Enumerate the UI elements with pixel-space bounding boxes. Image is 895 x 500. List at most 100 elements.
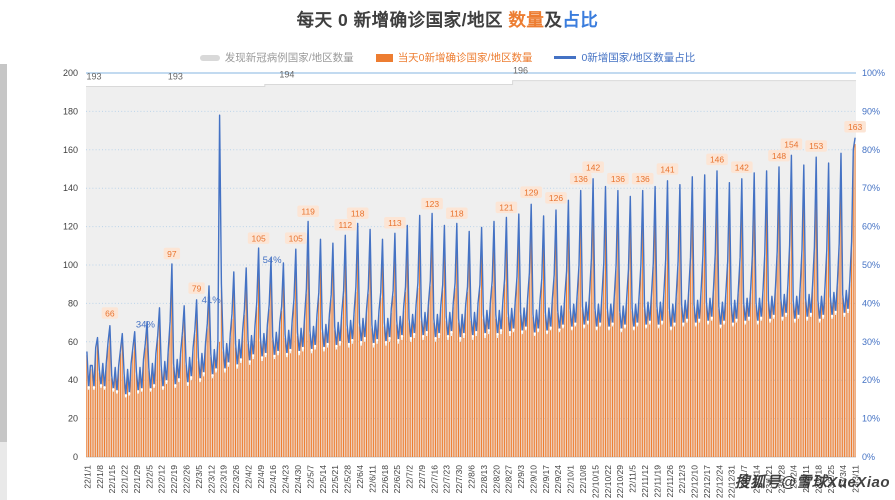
title-main: 每天 0 新增确诊国家/地区 (296, 10, 509, 30)
svg-text:23/1/7: 23/1/7 (739, 465, 749, 489)
svg-text:22/9/10: 22/9/10 (528, 465, 538, 494)
chart-title: 每天 0 新增确诊国家/地区 数量及占比 (0, 7, 895, 32)
svg-text:153: 153 (809, 141, 823, 151)
svg-text:180: 180 (63, 106, 78, 116)
legend-item-total-countries: 发现新冠病例国家/地区数量 (199, 50, 354, 65)
svg-text:22/1/15: 22/1/15 (107, 465, 117, 494)
svg-text:22/3/5: 22/3/5 (194, 465, 204, 489)
title-pct-highlight: 占比 (562, 10, 599, 30)
svg-text:22/9/17: 22/9/17 (541, 465, 551, 494)
svg-text:163: 163 (848, 122, 862, 132)
svg-text:90%: 90% (862, 106, 880, 116)
svg-text:105: 105 (289, 233, 303, 243)
svg-text:22/3/19: 22/3/19 (219, 465, 229, 494)
svg-text:22/8/27: 22/8/27 (504, 465, 514, 494)
svg-text:22/10/8: 22/10/8 (578, 465, 588, 494)
svg-text:196: 196 (513, 66, 528, 76)
svg-text:129: 129 (524, 187, 538, 197)
svg-text:120: 120 (63, 222, 78, 232)
svg-text:20: 20 (68, 414, 78, 424)
chart-legend: 发现新冠病例国家/地区数量 当天0新增确诊国家/地区数量 0新增国家/地区数量占… (0, 50, 895, 65)
svg-text:22/7/9: 22/7/9 (417, 465, 427, 489)
svg-text:70%: 70% (862, 183, 880, 193)
svg-text:142: 142 (586, 162, 600, 172)
svg-text:22/8/13: 22/8/13 (479, 465, 489, 494)
svg-text:0%: 0% (862, 452, 875, 462)
bar-swatch-icon (375, 53, 393, 62)
svg-text:22/7/16: 22/7/16 (429, 465, 439, 494)
svg-text:22/6/11: 22/6/11 (367, 465, 377, 493)
svg-text:23/1/21: 23/1/21 (764, 465, 774, 494)
svg-text:10%: 10% (862, 414, 880, 424)
svg-text:148: 148 (772, 151, 786, 161)
svg-text:60%: 60% (862, 222, 880, 232)
left-edge-strip (0, 64, 7, 442)
legend-item-zero-new-pct: 0新增国家/地区数量占比 (554, 50, 695, 65)
svg-text:193: 193 (86, 71, 101, 81)
left-edge-strip-lower (0, 442, 7, 500)
svg-text:79: 79 (192, 283, 202, 293)
svg-text:126: 126 (549, 193, 563, 203)
svg-text:22/4/9: 22/4/9 (256, 465, 266, 489)
svg-text:146: 146 (710, 155, 724, 165)
svg-text:22/6/4: 22/6/4 (355, 465, 365, 489)
svg-text:23/3/4: 23/3/4 (838, 465, 848, 489)
svg-text:23/3/11: 23/3/11 (851, 465, 861, 493)
svg-text:22/1/22: 22/1/22 (120, 465, 130, 494)
svg-text:22/5/14: 22/5/14 (318, 465, 328, 494)
svg-text:22/6/25: 22/6/25 (392, 465, 402, 494)
svg-text:40: 40 (68, 375, 78, 385)
svg-text:22/8/6: 22/8/6 (467, 465, 477, 489)
svg-text:23/2/11: 23/2/11 (801, 465, 811, 493)
watermark: 搜狐号@雪球XueXiao (734, 474, 890, 491)
svg-text:22/10/1: 22/10/1 (566, 465, 576, 494)
svg-text:23/1/14: 23/1/14 (751, 465, 761, 494)
svg-text:0: 0 (73, 452, 78, 462)
legend-label: 发现新冠病例国家/地区数量 (224, 52, 354, 64)
svg-text:34%: 34% (136, 320, 156, 331)
svg-text:160: 160 (63, 145, 78, 155)
svg-text:22/7/23: 22/7/23 (442, 465, 452, 494)
svg-text:80%: 80% (862, 145, 880, 155)
svg-text:22/12/3: 22/12/3 (677, 465, 687, 494)
svg-text:97: 97 (167, 249, 177, 259)
svg-text:22/12/10: 22/12/10 (690, 465, 700, 498)
svg-text:22/9/24: 22/9/24 (553, 465, 563, 494)
svg-text:22/12/31: 22/12/31 (727, 465, 737, 498)
svg-text:22/3/26: 22/3/26 (231, 465, 241, 494)
svg-text:23/2/25: 23/2/25 (826, 465, 836, 494)
svg-text:22/2/12: 22/2/12 (157, 465, 167, 494)
svg-text:22/3/12: 22/3/12 (206, 465, 216, 494)
svg-text:22/7/2: 22/7/2 (405, 465, 415, 489)
svg-text:123: 123 (425, 199, 439, 209)
svg-text:154: 154 (784, 139, 798, 149)
svg-text:22/4/2: 22/4/2 (243, 465, 253, 489)
svg-text:142: 142 (735, 162, 749, 172)
svg-text:136: 136 (574, 174, 588, 184)
svg-text:22/2/26: 22/2/26 (182, 465, 192, 494)
svg-text:140: 140 (63, 183, 78, 193)
svg-text:105: 105 (251, 233, 265, 243)
svg-text:22/5/28: 22/5/28 (343, 465, 353, 494)
svg-text:22/4/30: 22/4/30 (293, 465, 303, 494)
svg-text:30%: 30% (862, 337, 880, 347)
svg-text:22/10/29: 22/10/29 (615, 465, 625, 498)
svg-text:23/2/4: 23/2/4 (789, 465, 799, 489)
svg-text:22/11/5: 22/11/5 (628, 465, 638, 493)
svg-text:22/7/30: 22/7/30 (454, 465, 464, 494)
svg-text:41%: 41% (202, 295, 222, 306)
svg-text:22/6/18: 22/6/18 (380, 465, 390, 494)
svg-text:118: 118 (351, 208, 365, 218)
svg-text:22/2/5: 22/2/5 (144, 465, 154, 489)
svg-text:112: 112 (339, 220, 353, 230)
svg-text:136: 136 (611, 174, 625, 184)
svg-text:22/5/7: 22/5/7 (305, 465, 315, 489)
legend-label: 当天0新增确诊国家/地区数量 (397, 52, 533, 64)
svg-text:193: 193 (168, 71, 183, 81)
svg-text:121: 121 (499, 203, 513, 213)
svg-text:141: 141 (660, 164, 674, 174)
line-swatch-icon (554, 56, 577, 59)
svg-text:22/12/17: 22/12/17 (702, 465, 712, 498)
